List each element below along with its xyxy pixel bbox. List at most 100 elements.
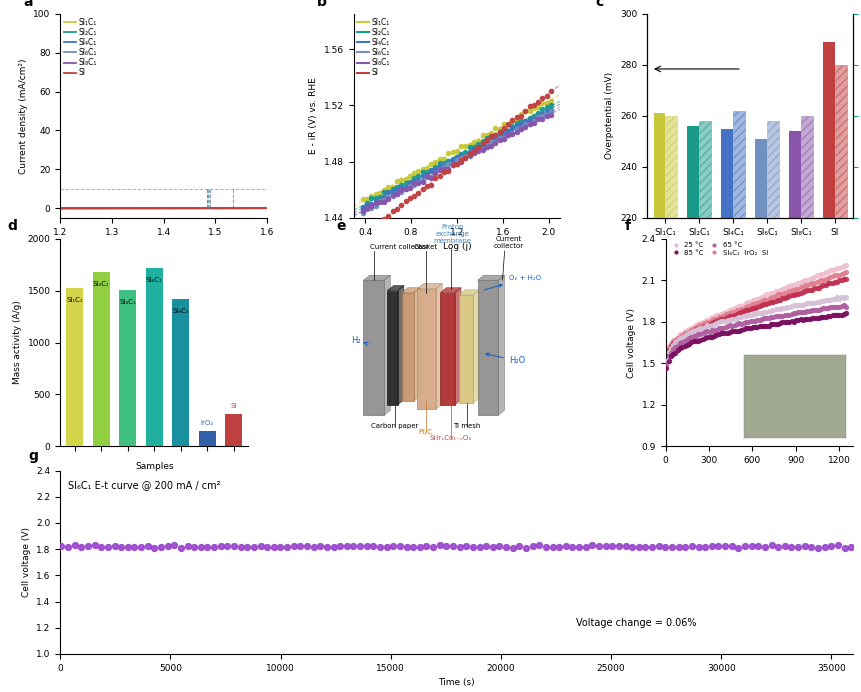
Point	[734, 311, 747, 322]
Point	[795, 286, 808, 298]
Point	[659, 363, 672, 374]
Text: Carbon paper: Carbon paper	[370, 423, 418, 428]
Point	[722, 307, 736, 318]
Point	[181, 540, 195, 552]
Point	[428, 161, 442, 172]
Point	[402, 170, 416, 181]
Point	[691, 320, 704, 331]
Point	[720, 314, 734, 325]
Point	[449, 158, 463, 170]
Point	[558, 540, 572, 552]
Point	[319, 541, 333, 552]
Point	[484, 136, 498, 147]
Point	[432, 160, 446, 171]
Point	[432, 540, 446, 551]
Point	[432, 171, 446, 182]
Point	[706, 319, 720, 330]
Point	[437, 161, 450, 172]
Point	[797, 286, 811, 297]
SI₂C₁	[187, 204, 197, 212]
Point	[695, 319, 709, 330]
Point	[517, 115, 531, 126]
Point	[691, 324, 704, 335]
Point	[441, 156, 455, 167]
Point	[454, 150, 468, 161]
Point	[631, 541, 645, 552]
Point	[740, 322, 754, 334]
Point	[412, 541, 426, 552]
Point	[711, 315, 725, 326]
Point	[761, 320, 775, 331]
Bar	[822, 42, 833, 692]
Point	[752, 292, 765, 303]
Point	[475, 140, 489, 152]
Point	[800, 306, 814, 317]
Point	[545, 542, 559, 553]
Point	[734, 304, 747, 315]
Point	[201, 542, 214, 553]
Point	[402, 176, 416, 188]
Point	[763, 311, 777, 322]
SI₂C₁	[212, 204, 222, 212]
Point	[768, 286, 782, 297]
Point	[501, 129, 515, 140]
Point	[419, 166, 433, 177]
Point	[718, 322, 732, 333]
Point	[467, 136, 480, 147]
Point	[779, 302, 793, 313]
Point	[492, 540, 505, 552]
Point	[752, 307, 765, 318]
Point	[764, 539, 777, 550]
Point	[437, 163, 450, 174]
Point	[832, 301, 846, 312]
Point	[475, 135, 489, 146]
Point	[720, 311, 734, 322]
Polygon shape	[458, 290, 479, 295]
Point	[832, 293, 846, 304]
Point	[187, 542, 201, 553]
Point	[661, 347, 675, 358]
Point	[108, 541, 121, 552]
Point	[672, 329, 686, 340]
Point	[827, 302, 840, 313]
Point	[535, 98, 548, 109]
Point	[360, 203, 374, 214]
Point	[793, 282, 807, 293]
Point	[369, 188, 382, 199]
Point	[711, 329, 725, 340]
Point	[356, 208, 369, 219]
Point	[267, 541, 281, 552]
Point	[729, 302, 743, 313]
Point	[734, 325, 747, 336]
Point	[818, 295, 832, 306]
Point	[472, 542, 486, 553]
Point	[513, 111, 527, 122]
Point	[738, 304, 752, 316]
Point	[750, 315, 764, 326]
Point	[763, 305, 777, 316]
Point	[684, 331, 697, 343]
Point	[790, 541, 804, 552]
Point	[535, 104, 548, 115]
Point	[825, 310, 839, 321]
Point	[381, 187, 395, 198]
Point	[681, 328, 695, 339]
Point	[808, 270, 822, 281]
Point	[530, 113, 544, 124]
Point	[390, 189, 404, 200]
Point	[757, 542, 771, 553]
Point	[747, 316, 761, 327]
Point	[346, 541, 360, 552]
Point	[522, 112, 536, 123]
Point	[688, 320, 702, 331]
Point	[677, 335, 691, 346]
Point	[535, 109, 548, 120]
Point	[360, 197, 374, 208]
Point	[691, 324, 704, 335]
Point	[738, 301, 752, 312]
Point	[394, 199, 408, 210]
Point	[499, 541, 512, 552]
Point	[509, 118, 523, 129]
Point	[729, 313, 743, 324]
SI₆C₁	[175, 204, 185, 212]
